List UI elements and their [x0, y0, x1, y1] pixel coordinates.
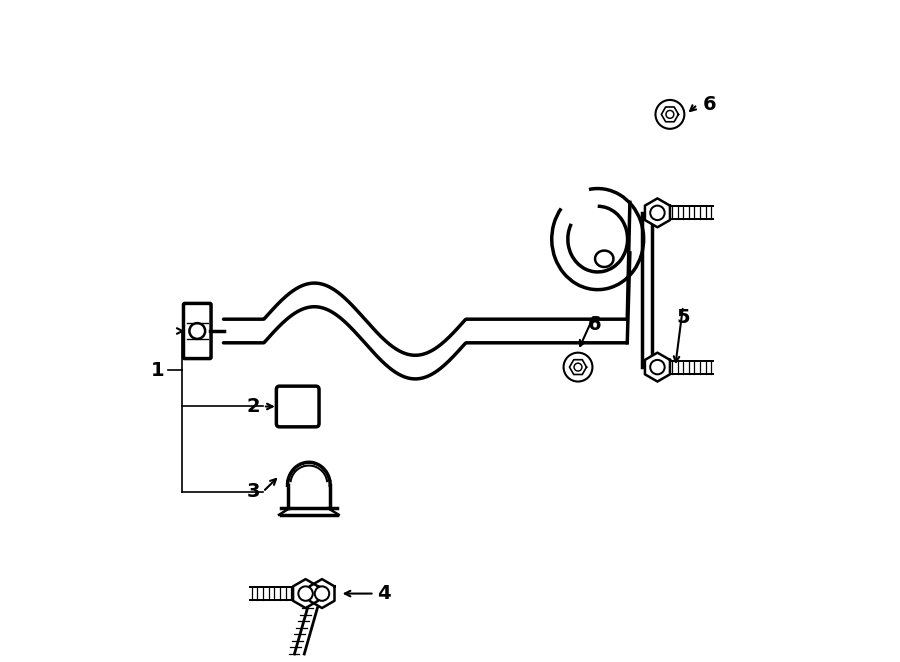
Circle shape: [563, 353, 592, 381]
Text: 6: 6: [588, 315, 601, 334]
Polygon shape: [645, 199, 670, 227]
Polygon shape: [310, 579, 335, 608]
Circle shape: [574, 363, 582, 371]
Circle shape: [189, 323, 205, 339]
Circle shape: [650, 360, 665, 374]
Text: 5: 5: [676, 308, 690, 328]
Text: 1: 1: [151, 361, 165, 380]
Circle shape: [650, 206, 665, 220]
Circle shape: [666, 111, 674, 118]
Circle shape: [299, 587, 313, 601]
Text: 4: 4: [377, 584, 392, 603]
Text: 3: 3: [247, 483, 260, 501]
Text: 6: 6: [703, 95, 716, 114]
FancyBboxPatch shape: [184, 303, 212, 359]
Polygon shape: [293, 579, 318, 608]
FancyBboxPatch shape: [276, 386, 319, 427]
Circle shape: [315, 587, 329, 601]
Circle shape: [655, 100, 684, 129]
Text: 2: 2: [247, 397, 260, 416]
Polygon shape: [645, 353, 670, 381]
